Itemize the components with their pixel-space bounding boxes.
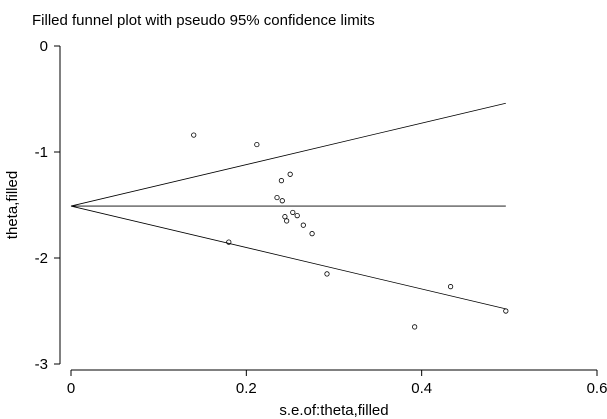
- data-point: [279, 198, 285, 204]
- x-tick-label: 0.6: [587, 380, 607, 397]
- x-tick-label: 0.4: [411, 380, 432, 397]
- data-point: [412, 324, 418, 330]
- axes: [59, 46, 597, 371]
- data-point: [284, 218, 290, 224]
- data-points: [191, 132, 509, 330]
- data-point: [503, 308, 509, 314]
- confidence-limits: [70, 102, 506, 310]
- y-axis-label: theta,filled: [4, 171, 21, 239]
- y-tick-label: -1: [35, 144, 48, 161]
- chart-title: Filled funnel plot with pseudo 95% confi…: [32, 12, 375, 29]
- data-point: [287, 171, 293, 177]
- y-tick-label: -3: [35, 356, 48, 373]
- data-point: [226, 239, 232, 245]
- data-point: [447, 284, 454, 290]
- y-ticks: 0 -1 -2 -3: [35, 38, 60, 373]
- data-point: [324, 271, 330, 277]
- data-point: [290, 209, 296, 216]
- data-point: [282, 214, 288, 220]
- data-point: [309, 231, 315, 237]
- x-ticks: 0 0.2 0.4 0.6: [67, 370, 607, 397]
- x-axis-label: s.e.of:theta,filled: [279, 402, 388, 419]
- data-point: [254, 141, 260, 148]
- lower-confidence-limit: [70, 205, 506, 310]
- data-point: [278, 178, 284, 184]
- data-point: [274, 194, 280, 201]
- data-point: [300, 222, 306, 228]
- y-tick-label: -2: [35, 250, 48, 267]
- data-point: [191, 132, 197, 138]
- data-point: [294, 213, 300, 219]
- x-tick-label: 0.2: [236, 380, 257, 397]
- x-tick-label: 0: [67, 380, 75, 397]
- y-tick-label: 0: [40, 38, 48, 55]
- upper-confidence-limit: [70, 102, 506, 207]
